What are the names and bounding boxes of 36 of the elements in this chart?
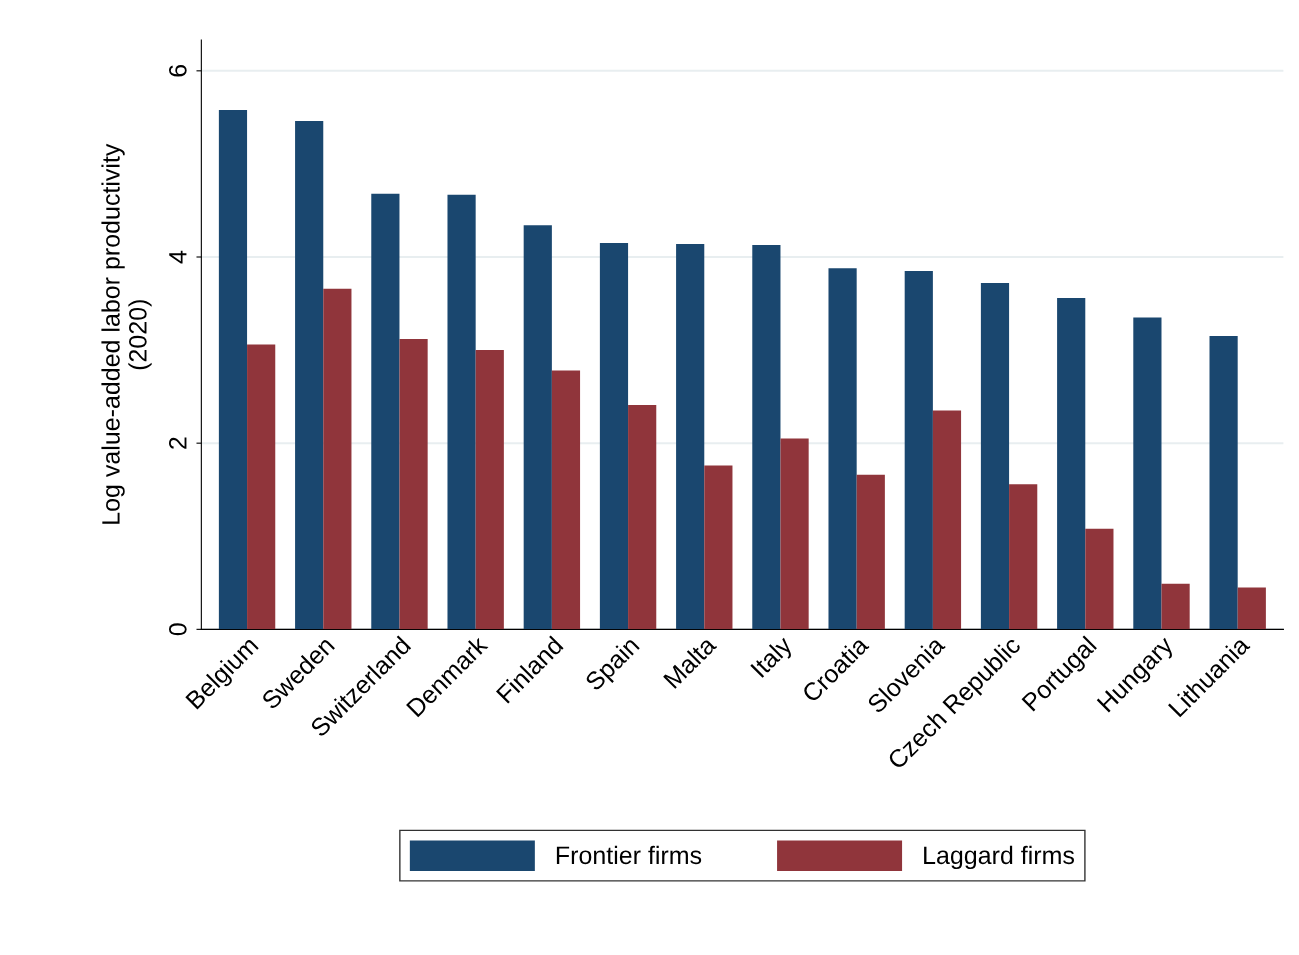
bar <box>1209 336 1238 630</box>
bar <box>828 268 857 630</box>
y-tick-label: 4 <box>169 250 187 264</box>
y-axis-title: Log value-added labor productivity (2020) <box>101 143 152 524</box>
bar <box>447 194 476 630</box>
y-tick-label: 2 <box>168 437 187 449</box>
legend-label: Laggard firms <box>924 845 1075 870</box>
bar <box>704 465 733 630</box>
bar <box>323 288 352 630</box>
bar <box>247 344 276 630</box>
bar <box>399 338 428 630</box>
bar <box>780 438 809 630</box>
bar <box>1133 317 1162 630</box>
bar <box>856 474 885 630</box>
bar <box>628 405 657 630</box>
bar <box>932 410 962 630</box>
bar <box>980 283 1010 630</box>
bar <box>218 109 248 630</box>
bar <box>599 243 629 630</box>
bar <box>1009 484 1038 630</box>
bar <box>551 370 581 630</box>
bar <box>295 121 324 630</box>
x-tick-label: Italy <box>749 634 797 682</box>
bar <box>752 244 781 630</box>
bar <box>904 270 933 630</box>
bar <box>1237 587 1266 630</box>
legend-label: Frontier firms <box>556 845 702 865</box>
bar <box>676 243 705 630</box>
bar <box>1161 583 1190 630</box>
bar <box>523 225 552 630</box>
y-tick-label: 0 <box>168 623 187 636</box>
y-tick-label: 6 <box>168 64 187 77</box>
bar <box>1057 297 1086 630</box>
bar <box>475 350 504 630</box>
bar <box>1085 528 1114 630</box>
bar <box>371 193 400 630</box>
